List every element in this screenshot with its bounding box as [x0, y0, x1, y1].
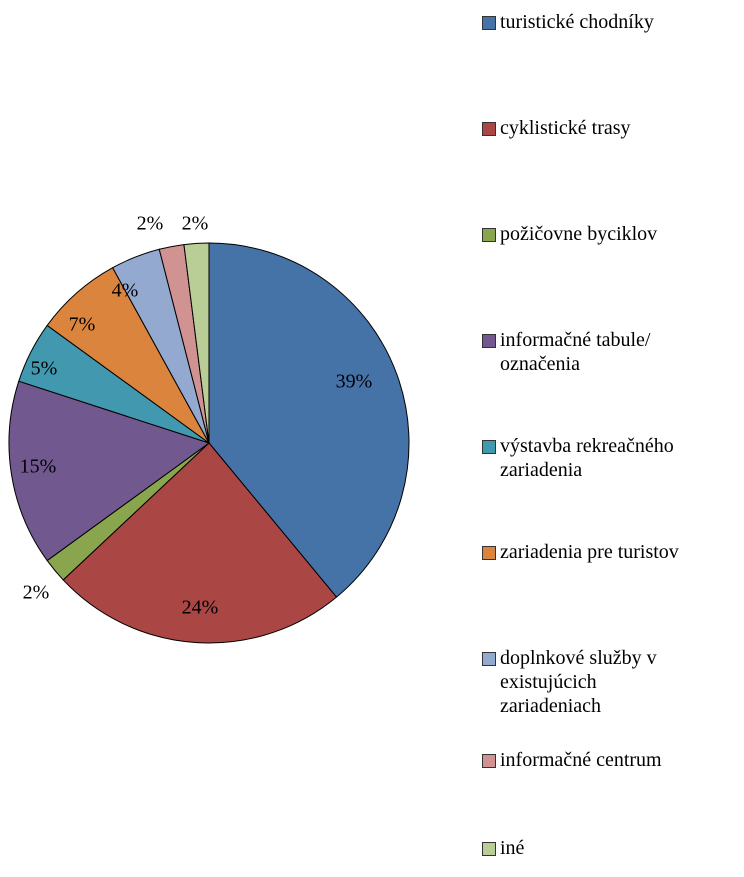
legend-item: informačné centrum: [482, 748, 662, 772]
legend-swatch: [482, 754, 496, 768]
legend-item: výstavba rekreačného zariadenia: [482, 434, 674, 482]
pie-slice: [8, 380, 211, 562]
data-label: 2%: [23, 582, 50, 604]
data-label: 15%: [20, 456, 57, 478]
pie-slice: [62, 442, 338, 644]
data-label: 7%: [69, 314, 96, 336]
data-label: 39%: [336, 371, 373, 393]
legend-swatch: [482, 440, 496, 454]
legend-label: výstavba rekreačného zariadenia: [500, 435, 674, 481]
legend-label: iné: [500, 837, 525, 859]
data-label: 5%: [31, 358, 58, 380]
legend-swatch: [482, 334, 496, 348]
data-label: 4%: [112, 280, 139, 302]
legend-item: cyklistické trasy: [482, 116, 631, 140]
legend-label: požičovne byciklov: [500, 223, 658, 245]
legend-item: informačné tabule/ označenia: [482, 328, 651, 376]
data-label: 24%: [182, 597, 219, 619]
legend-swatch: [482, 122, 496, 136]
data-label: 2%: [182, 213, 209, 235]
legend-label: informačné centrum: [500, 749, 662, 771]
legend-item: iné: [482, 836, 524, 860]
legend-swatch: [482, 652, 496, 666]
legend-item: požičovne byciklov: [482, 222, 657, 246]
legend-item: doplnkové služby v existujúcich zariaden…: [482, 646, 657, 718]
legend-swatch: [482, 842, 496, 856]
legend-swatch: [482, 16, 496, 30]
legend-label: zariadenia pre turistov: [500, 541, 679, 563]
pie-area: 39% 24% 2% 15% 5% 7% 4% 2% 2%: [8, 213, 410, 644]
legend-item: turistické chodníky: [482, 10, 654, 34]
legend-label: informačné tabule/ označenia: [500, 329, 651, 375]
pie-slice: [183, 242, 210, 444]
legend-swatch: [482, 228, 496, 242]
data-label: 2%: [137, 213, 164, 235]
legend-label: cyklistické trasy: [500, 117, 631, 139]
legend-swatch: [482, 546, 496, 560]
legend-label: turistické chodníky: [500, 11, 654, 33]
legend-item: zariadenia pre turistov: [482, 540, 679, 564]
pie-slice: [208, 242, 410, 598]
legend-label: doplnkové služby v existujúcich zariaden…: [500, 647, 657, 717]
